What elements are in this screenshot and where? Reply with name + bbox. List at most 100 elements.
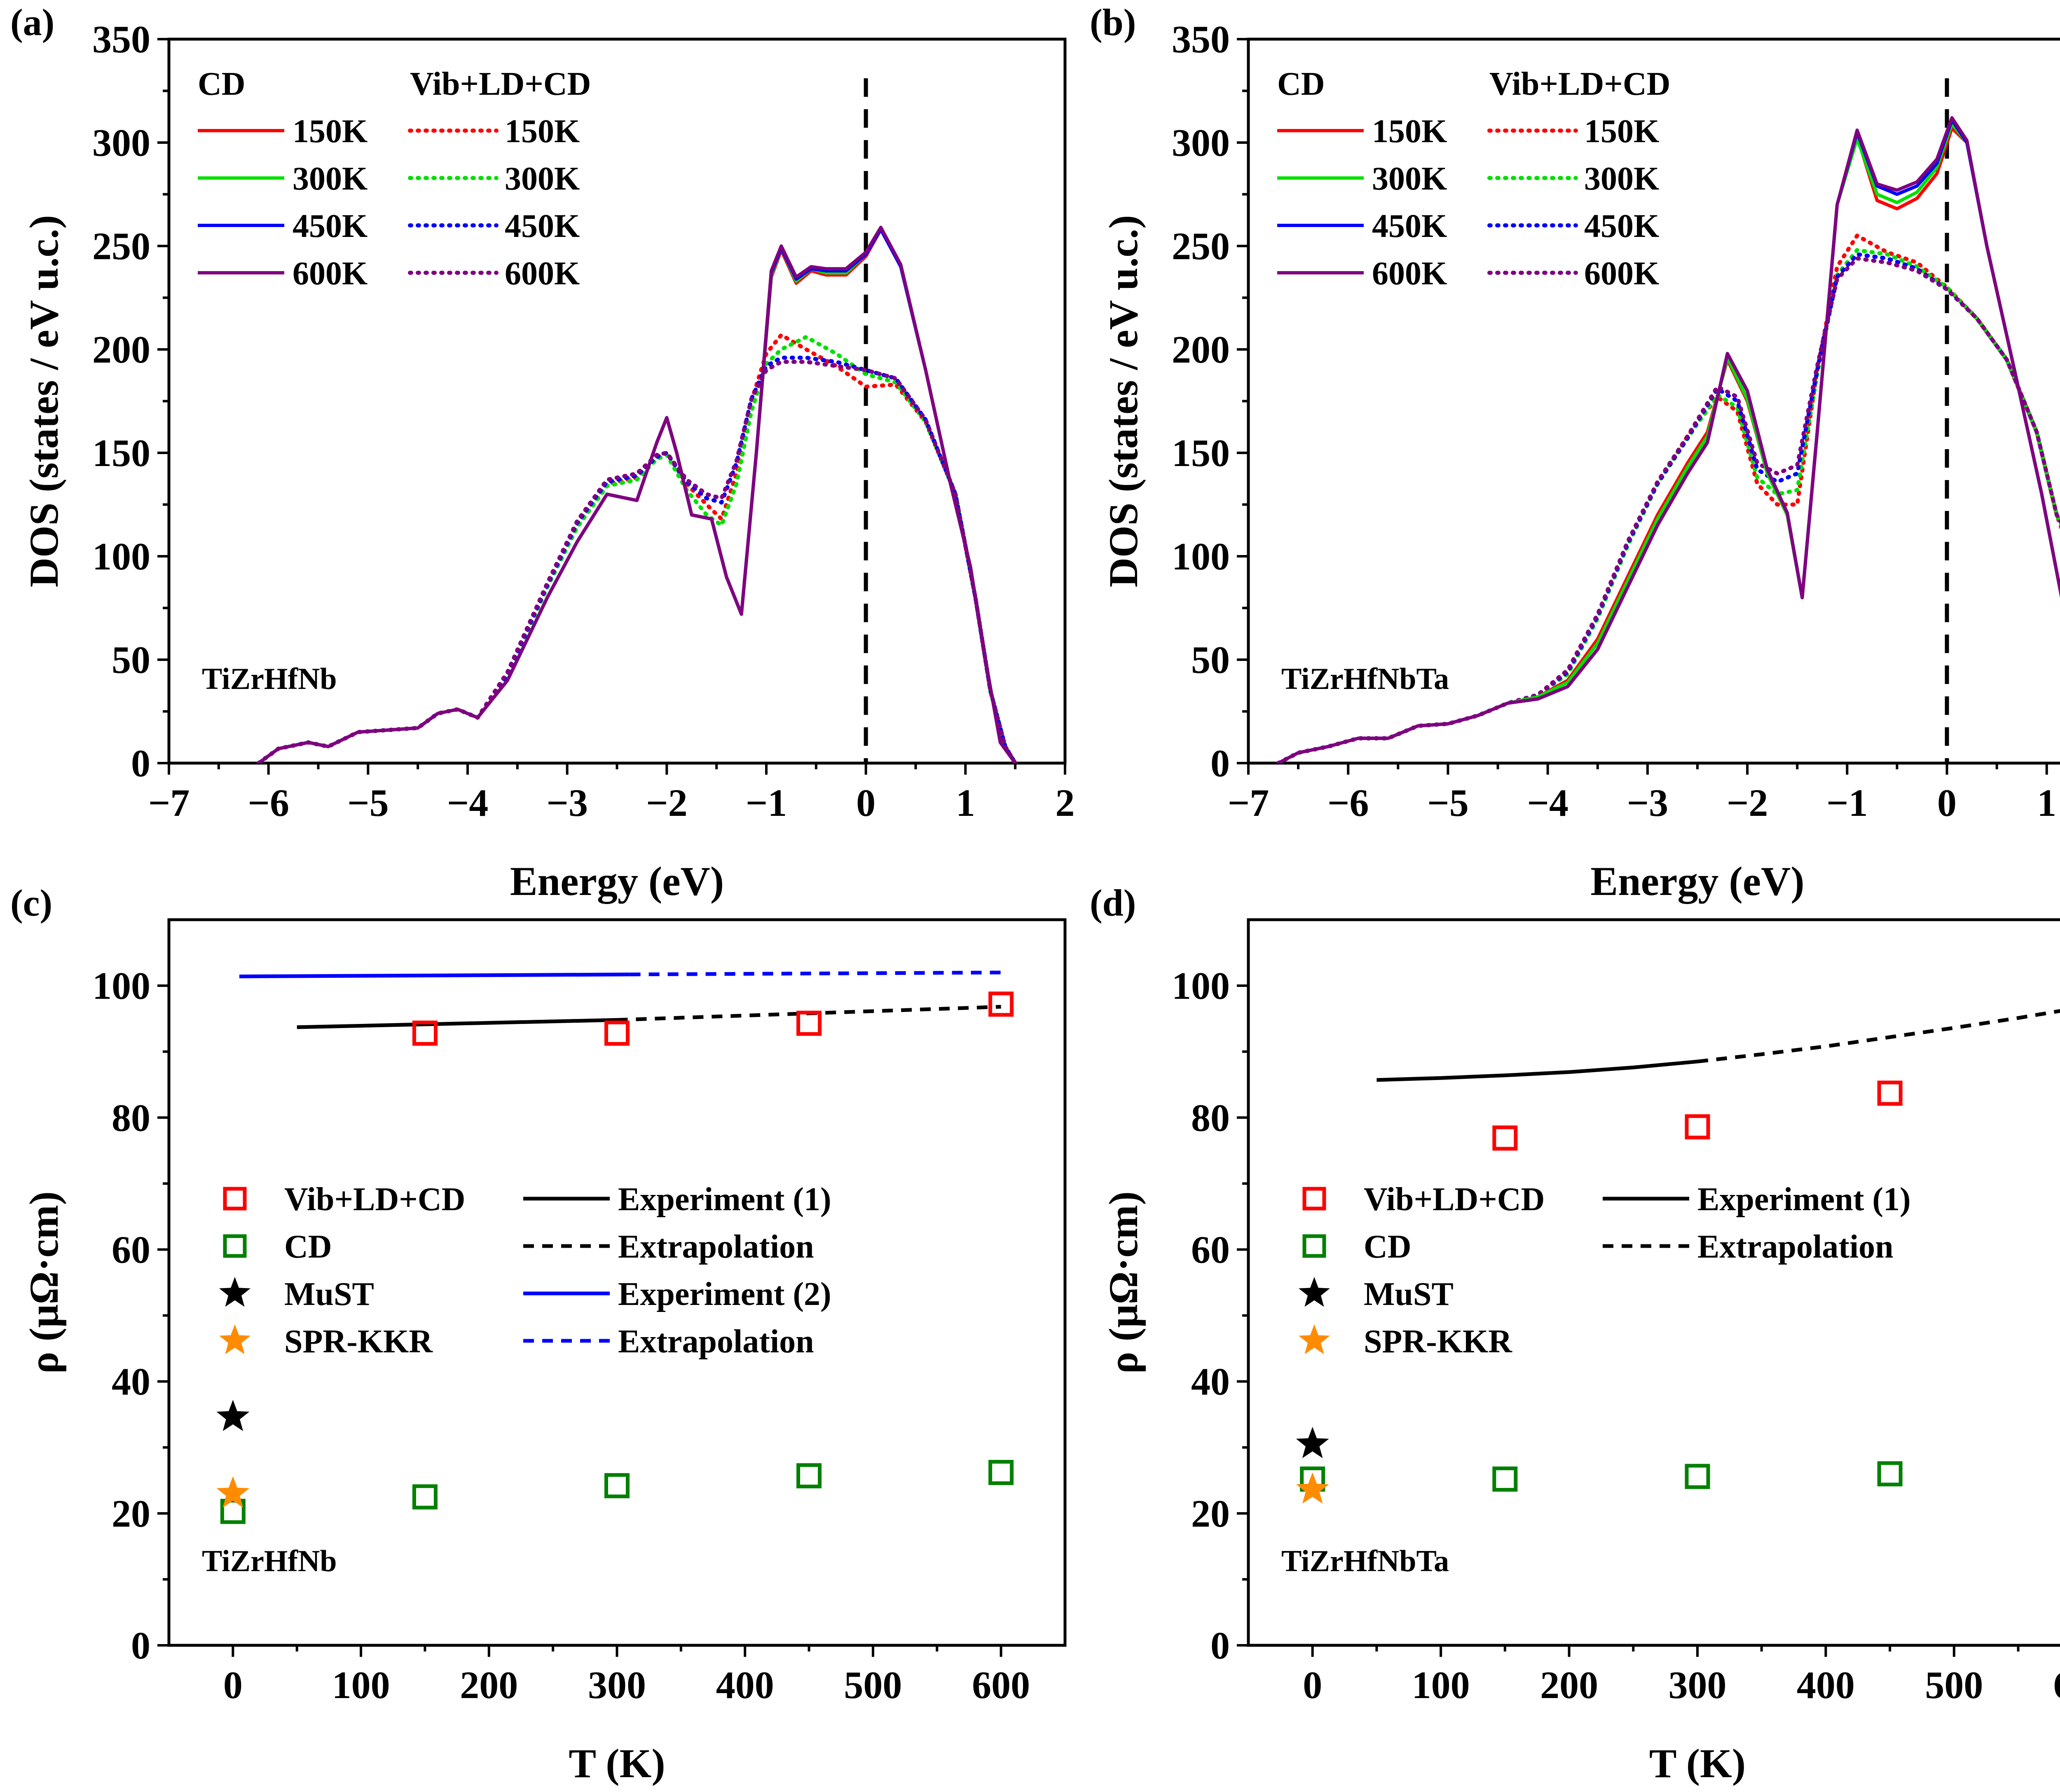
- y-axis-title: ρ (μΩ·cm): [1100, 1191, 1146, 1374]
- y-tick-label: 150: [92, 432, 150, 475]
- x-tick-label: −5: [347, 782, 389, 825]
- legend-label: SPR-KKR: [1364, 1324, 1512, 1360]
- legend-label-cd: 150K: [1372, 113, 1447, 150]
- x-tick-label: −5: [1427, 782, 1469, 825]
- legend-label: Extrapolation: [1697, 1229, 1894, 1265]
- resistivity-line-extrapolation-2-: [630, 970, 1001, 977]
- panel-label: (a): [10, 1, 54, 43]
- marker-star-spr-kkr: [1296, 1472, 1329, 1504]
- x-tick-label: −3: [546, 782, 588, 825]
- x-axis-title: Energy (eV): [510, 858, 724, 904]
- material-label: TiZrHfNbTa: [1281, 662, 1449, 696]
- legend-label-vib: 150K: [1584, 113, 1659, 150]
- data-layer: [216, 970, 1014, 1524]
- x-tick-label: −7: [148, 782, 190, 825]
- chart-panel-d: 0 100 200 300 400 500 600 0 20 40 60 80 100 T (K) ρ (μ…: [1090, 882, 2060, 1786]
- legend-label-vib: 300K: [1584, 161, 1659, 197]
- data-layer: [256, 78, 1018, 763]
- material-label: TiZrHfNb: [202, 662, 337, 696]
- y-tick-label: 100: [92, 535, 150, 578]
- x-tick-label: −2: [646, 782, 688, 825]
- y-tick-label: 200: [1172, 328, 1230, 371]
- y-tick-label: 50: [1191, 639, 1230, 682]
- x-tick-label: 300: [588, 1664, 646, 1707]
- y-tick-label: 0: [1210, 742, 1230, 785]
- y-tick-label: 150: [1172, 432, 1230, 475]
- x-tick-label: 400: [716, 1664, 774, 1707]
- data-layer: [1276, 78, 2060, 763]
- x-axis-title: T (K): [569, 1740, 665, 1786]
- x-tick-label: 200: [1540, 1664, 1598, 1707]
- legend-label-cd: 450K: [1372, 208, 1447, 244]
- legend-square: [1302, 1187, 1326, 1211]
- y-tick-label: 20: [112, 1492, 150, 1535]
- x-tick-label: 0: [1937, 782, 1957, 825]
- legend-header-vib: Vib+LD+CD: [410, 66, 591, 102]
- resistivity-line-extrapolation-1-: [1697, 1009, 2060, 1063]
- marker-square-cd: [412, 1484, 438, 1510]
- marker-square-vib-ld-cd: [1877, 1080, 1903, 1106]
- chart-panel-c: 0 100 200 300 400 500 600 0 20 40 60 80 100 T (K) ρ (μ…: [10, 882, 1067, 1786]
- material-label: TiZrHfNb: [202, 1544, 337, 1578]
- dos-curve-vib-ld-cd-300k: [256, 335, 1018, 763]
- legend: CD Vib+LD+CD 150K 150K 300K 300K 450K 450K 600K 6…: [1277, 66, 1670, 292]
- marker-square-cd: [604, 1473, 630, 1499]
- marker-star-spr-kkr: [216, 1476, 250, 1508]
- legend-star: [1299, 1277, 1330, 1307]
- legend-label: Experiment (1): [618, 1181, 831, 1218]
- marker-square-vib-ld-cd: [412, 1020, 438, 1046]
- y-tick-label: 0: [1210, 1624, 1230, 1667]
- x-axis-title: T (K): [1649, 1740, 1746, 1786]
- panel-label: (d): [1090, 882, 1136, 924]
- legend-label: Vib+LD+CD: [1364, 1181, 1545, 1218]
- x-axis-title: Energy (eV): [1590, 858, 1804, 904]
- resistivity-line-experiment-1-: [1376, 1059, 1698, 1082]
- legend-label-vib: 600K: [1584, 255, 1659, 292]
- marker-square-cd: [988, 1460, 1014, 1485]
- x-tick-label: 100: [332, 1664, 390, 1707]
- x-tick-label: −6: [1327, 782, 1369, 825]
- y-tick-label: 80: [1191, 1096, 1230, 1139]
- legend-label-cd: 600K: [1372, 255, 1447, 292]
- dos-curve-vib-ld-cd-150k: [256, 333, 1018, 763]
- marker-square-cd: [796, 1463, 822, 1489]
- y-tick-label: 20: [1191, 1492, 1230, 1535]
- panel-label: (c): [10, 882, 52, 924]
- legend-header-cd: CD: [1277, 66, 1325, 102]
- dos-curve-vib-ld-cd-600k: [1276, 256, 2060, 763]
- legend-label: CD: [1364, 1229, 1412, 1265]
- marker-square-vib-ld-cd: [1492, 1125, 1518, 1151]
- y-tick-label: 40: [1191, 1361, 1230, 1403]
- data-layer: [1296, 1009, 2060, 1504]
- y-tick-label: 350: [1172, 18, 1230, 61]
- x-tick-label: −1: [1826, 782, 1868, 825]
- x-tick-label: 1: [2037, 782, 2056, 825]
- legend-label-vib: 150K: [505, 113, 580, 150]
- marker-square-vib-ld-cd: [988, 991, 1014, 1017]
- y-tick-label: 100: [92, 965, 150, 1007]
- legend-label: Extrapolation: [618, 1324, 814, 1360]
- legend-label: Extrapolation: [618, 1229, 814, 1265]
- legend-label: Vib+LD+CD: [284, 1181, 465, 1218]
- legend-label: CD: [284, 1229, 332, 1265]
- x-tick-label: −3: [1627, 782, 1669, 825]
- marker-square-vib-ld-cd: [604, 1020, 630, 1046]
- y-tick-label: 50: [112, 639, 150, 682]
- dos-curve-vib-ld-cd-450k: [256, 356, 1018, 763]
- legend-label: Experiment (2): [618, 1276, 831, 1312]
- legend-label-cd: 450K: [293, 208, 368, 244]
- legend-square: [1302, 1234, 1326, 1258]
- legend-label-vib: 600K: [505, 255, 580, 292]
- x-tick-label: −6: [248, 782, 289, 825]
- legend-label-vib: 300K: [505, 161, 580, 197]
- legend-header-vib: Vib+LD+CD: [1489, 66, 1670, 102]
- marker-square-cd: [1492, 1466, 1518, 1492]
- dos-curve-vib-ld-cd-150k: [1276, 233, 2060, 763]
- x-tick-label: 2: [1056, 782, 1075, 825]
- legend-label: MuST: [284, 1276, 374, 1312]
- x-tick-label: 300: [1669, 1664, 1727, 1707]
- x-tick-label: 600: [972, 1664, 1030, 1707]
- y-tick-label: 350: [92, 18, 150, 61]
- y-axis-title: DOS (states / eV u.c.): [21, 215, 67, 588]
